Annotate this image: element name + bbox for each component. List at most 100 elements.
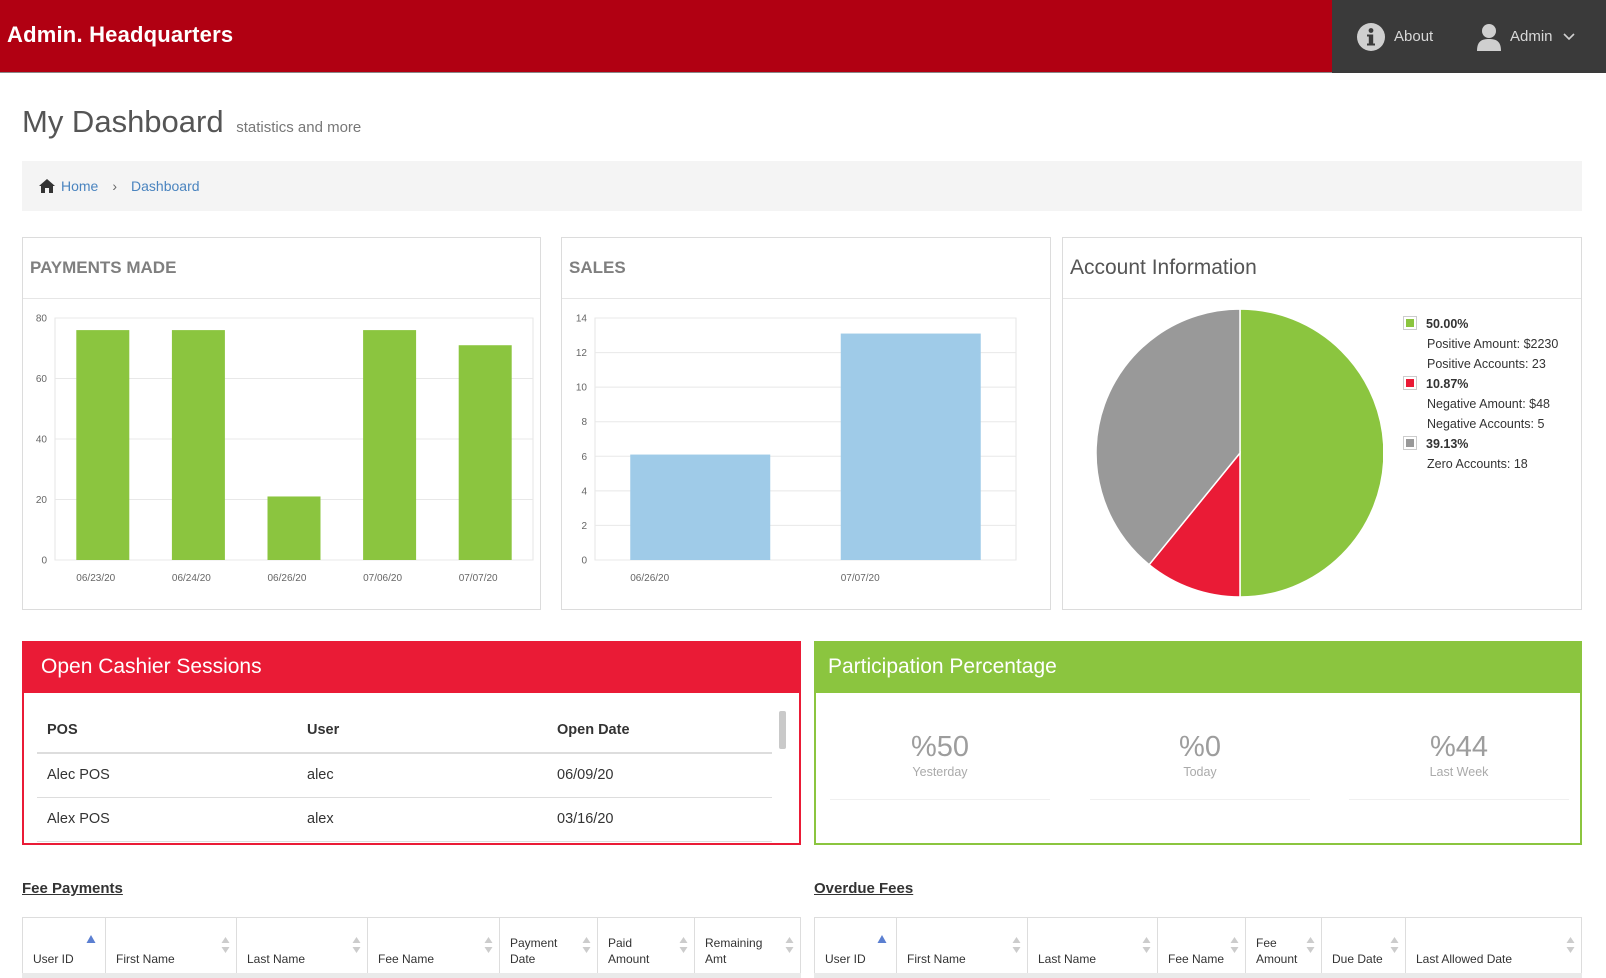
legend-pct: 10.87% [1426,377,1469,391]
legend-pct: 50.00% [1426,317,1469,331]
y-tick-label: 12 [576,348,588,359]
payments-bar[interactable] [171,330,225,560]
payments-panel-header: PAYMENTS MADE [23,238,540,299]
legend-swatch [1403,376,1417,390]
fee-payments-column-header[interactable]: Last Name [237,918,368,974]
table-scrollbar[interactable] [779,711,786,749]
sort-icon [785,937,794,953]
cell-pos: Alex POS [37,797,297,842]
column-header-label: First Name [116,952,175,966]
overdue-fees-column-header[interactable]: Fee Amount [1246,918,1322,974]
payments-bar[interactable] [363,330,417,560]
overdue-fees-column-header[interactable]: User ID [815,918,897,974]
cell-user: alec [297,753,547,798]
payments-bar[interactable] [76,330,130,560]
fee-payments-column-header[interactable]: User ID [23,918,106,974]
table-row[interactable]: Alec POS alec 06/09/20 [37,753,772,798]
page-title-text: My Dashboard [22,104,224,139]
x-tick-label: 07/07/20 [841,573,880,584]
column-header-label: First Name [907,952,966,966]
account-title: Account Information [1070,256,1257,279]
payments-title: PAYMENTS MADE [30,258,177,277]
about-link[interactable]: About [1356,0,1433,73]
stat-label: Today [1183,765,1217,779]
sales-bar[interactable] [840,333,981,560]
divider [1090,799,1310,800]
sort-icon [221,937,230,953]
user-icon [1477,23,1501,51]
sort-icon [1566,937,1575,953]
participation-title: Participation Percentage [814,641,1582,693]
stat-last-week: %44 Last Week [1349,731,1569,800]
page-subtitle: statistics and more [236,119,362,136]
column-header-label: Fee Amount [1256,936,1298,966]
overdue-fees-column-header[interactable]: Last Allowed Date [1406,918,1581,974]
sort-icon [582,937,591,953]
table-row[interactable]: Alex POS alex 03/16/20 [37,797,772,842]
sort-icon [484,937,493,953]
sales-bar[interactable] [630,454,771,560]
sort-icon [679,937,688,953]
y-tick-label: 40 [36,435,48,446]
chevron-down-icon [1562,32,1575,40]
cell-pos: Alec POS [37,753,297,798]
sort-icon [1306,937,1315,953]
stat-value: %0 [1179,731,1221,763]
y-tick-label: 0 [581,556,587,567]
divider [830,799,1050,800]
column-header-label: Fee Name [1168,952,1225,966]
legend-line: Zero Accounts: 18 [1427,457,1528,471]
overdue-fees-grid-header: User ID First Name Last Name Fee Name Fee Amo… [814,917,1582,978]
column-header-user: User [297,707,547,754]
pie-slice[interactable] [1239,308,1383,598]
column-header-label: Due Date [1332,952,1383,966]
fee-payments-column-header[interactable]: Remaining Amt [695,918,800,974]
y-tick-label: 8 [581,417,587,428]
column-header-open-date: Open Date [547,707,772,754]
column-header-label: Last Name [247,952,306,966]
sort-icon [1142,937,1151,953]
column-header-label: User ID [33,952,74,966]
account-pie-chart [1095,308,1383,598]
overdue-fees-column-header[interactable]: Due Date [1322,918,1406,974]
table-header-row: POS User Open Date [37,707,772,754]
fee-payments-column-header[interactable]: First Name [106,918,237,974]
legend-swatch [1403,436,1417,450]
fee-payments-column-header[interactable]: Payment Date [500,918,598,974]
cell-open-date: 03/16/20 [547,797,772,842]
stat-label: Yesterday [912,765,968,779]
column-header-pos: POS [37,707,297,754]
pie-slice[interactable] [1095,308,1241,566]
fee-payments-title[interactable]: Fee Payments [22,880,123,897]
payments-bar[interactable] [267,496,321,560]
y-tick-label: 6 [581,452,587,463]
app-title[interactable]: Admin. Headquarters [7,22,234,47]
sort-icon [1390,937,1399,953]
cashier-sessions-title: Open Cashier Sessions [22,641,801,693]
legend-swatch [1403,316,1417,330]
top-bar: Admin. Headquarters About Admin [0,0,1606,73]
breadcrumb-current[interactable]: Dashboard [131,178,200,194]
grid-row-strip [22,973,801,978]
overdue-fees-column-header[interactable]: Last Name [1028,918,1158,974]
stat-label: Last Week [1429,765,1489,779]
overdue-fees-title[interactable]: Overdue Fees [814,880,914,897]
participation-panel: Participation Percentage %50 Yesterday %… [814,641,1582,845]
pie-slice[interactable] [1148,450,1241,598]
fee-payments-column-header[interactable]: Fee Name [368,918,500,974]
cell-open-date: 06/09/20 [547,753,772,798]
pie-legend: 50.00% Positive Amount: $2230 Positive A… [1403,314,1558,474]
payments-bar[interactable] [458,345,512,560]
legend-item-negative: 10.87% Negative Amount: $48 Negative Acc… [1403,374,1558,434]
legend-line: Positive Amount: $2230 [1427,337,1559,351]
fee-payments-column-header[interactable]: Paid Amount [598,918,695,974]
cashier-sessions-panel: Open Cashier Sessions POS User Open Date… [22,641,801,845]
page-title: My Dashboard statistics and more [22,104,361,140]
chevron-right-icon: › [112,178,118,194]
sort-icon [1012,937,1021,953]
user-menu[interactable]: Admin [1476,0,1583,73]
account-panel: Account Information 50.00% Positive Amou… [1062,237,1582,610]
overdue-fees-column-header[interactable]: First Name [897,918,1028,974]
overdue-fees-column-header[interactable]: Fee Name [1158,918,1246,974]
breadcrumb-home[interactable]: Home [61,178,99,194]
